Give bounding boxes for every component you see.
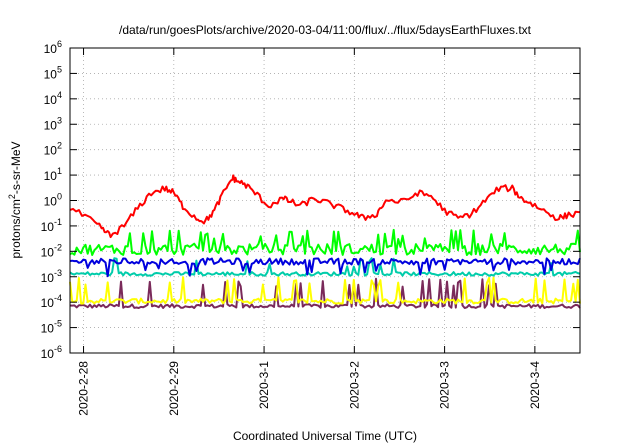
y-tick-label: 103: [44, 115, 62, 132]
y-tick-label: 101: [44, 166, 62, 183]
x-tick-label: 2020-3-4: [528, 361, 542, 409]
y-tick-label: 100: [44, 192, 62, 209]
chart-grid: [70, 48, 580, 353]
series-layer: [69, 174, 581, 309]
x-tick-label: 2020-3-3: [438, 361, 452, 409]
x-tick-label: 2020-3-1: [257, 361, 271, 409]
y-tick-label: 10-4: [41, 293, 62, 310]
y-tick-label: 10-1: [41, 217, 62, 234]
y-tick-label: 106: [44, 39, 62, 56]
y-tick-label: 105: [44, 64, 62, 81]
y-tick-label: 10-5: [41, 319, 62, 336]
chart-title: /data/run/goesPlots/archive/2020-03-04/1…: [119, 23, 532, 37]
y-tick-label: 10-3: [41, 268, 62, 285]
series-line-2: [69, 257, 581, 278]
x-axis-ticks: 2020-2-28 2020-2-29 2020-3-1 2020-3-2 2020-3…: [77, 48, 542, 416]
y-tick-label: 102: [44, 141, 62, 158]
series-line-1: [69, 228, 581, 256]
series-line-0: [69, 174, 581, 239]
y-axis-ticks: 106 105 104 103 102 101 100 10-1 10-2 10-3 10-4 10-…: [41, 39, 580, 361]
y-tick-label: 10-6: [41, 344, 62, 361]
series-line-3: [69, 257, 581, 277]
x-tick-label: 2020-3-2: [347, 361, 361, 409]
y-axis-label: protons/cm2-s-sr-MeV: [7, 141, 23, 258]
series-line-4: [69, 276, 581, 305]
y-tick-label: 104: [44, 90, 62, 107]
y-tick-label: 10-2: [41, 242, 62, 259]
series-line-5: [69, 277, 581, 309]
x-axis-label: Coordinated Universal Time (UTC): [233, 429, 417, 443]
x-tick-label: 2020-2-29: [167, 361, 181, 416]
x-tick-label: 2020-2-28: [77, 361, 91, 416]
